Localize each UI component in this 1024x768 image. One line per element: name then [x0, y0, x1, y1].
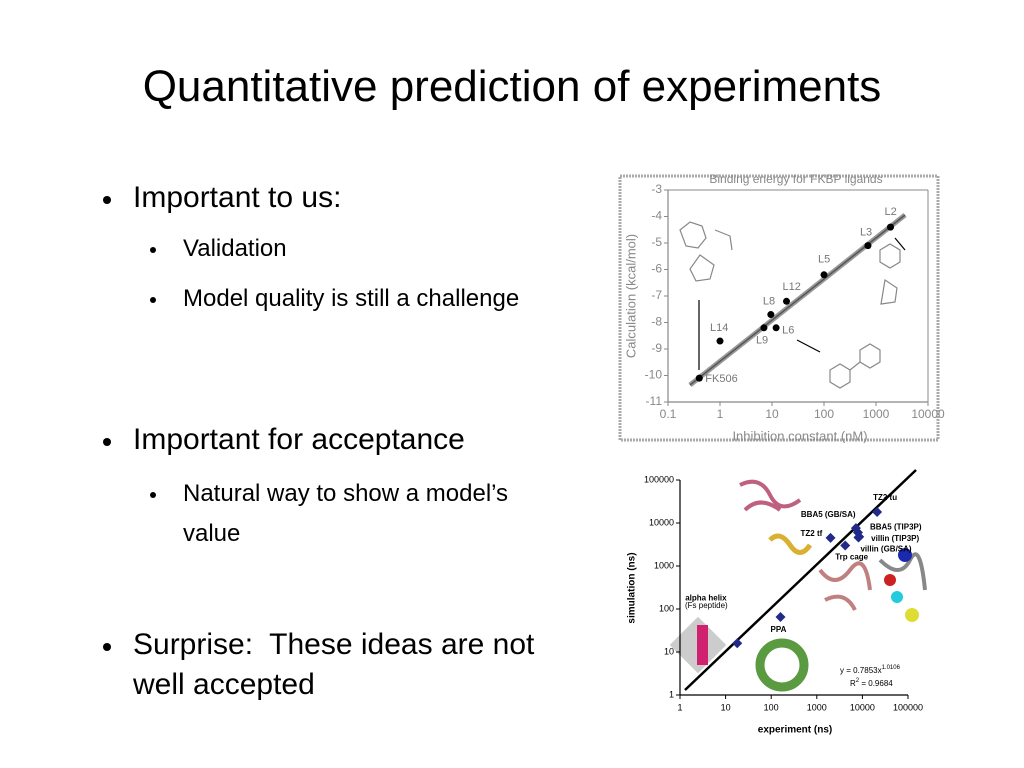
arrow [894, 237, 906, 251]
point-label: L9 [756, 335, 768, 347]
point-label: BBA5 (GB/SA) [801, 510, 856, 519]
point [716, 337, 724, 345]
y-tick-label: -3 [651, 182, 662, 196]
x-tick-label: 100 [764, 702, 779, 712]
bullet-dot [103, 196, 111, 204]
y-tick-label: 10 [664, 646, 674, 656]
point [886, 223, 894, 231]
point-label: BBA5 (TIP3P) [870, 523, 922, 532]
bullet-dot [150, 492, 156, 498]
arrow [796, 339, 821, 353]
point-label: villin (TIP3P) [871, 534, 919, 543]
point-label: TZ2 tu [873, 493, 897, 502]
point-label: alpha helix [685, 593, 727, 602]
point-label: L6 [782, 325, 794, 337]
y-tick-label: 10000 [649, 517, 674, 527]
point-label: PPA [771, 625, 787, 634]
point [825, 532, 836, 543]
y-tick-label: -9 [651, 341, 662, 355]
x-tick-label: 10000 [911, 407, 945, 421]
point [840, 540, 851, 551]
point-label: villin (GB/SA) [860, 545, 911, 554]
chart: 1 10 100 1000 10000 100000 1 10 100 1000 10000 1000… [627, 474, 923, 735]
point-label: L5 [818, 254, 830, 266]
y-tick-label: 1 [669, 689, 674, 699]
y-tick-label: -5 [651, 235, 662, 249]
y-tick-label: -11 [646, 394, 663, 408]
x-axis-label: experiment (ns) [758, 725, 832, 736]
x-tick-label: 1 [717, 407, 724, 421]
x-tick-label: 100000 [893, 702, 923, 712]
annotation: (Fs peptide) [685, 601, 728, 610]
point-label: TZ2 tf [801, 529, 823, 538]
point [853, 532, 864, 543]
r-squared-value: = 0.9684 [859, 679, 893, 688]
equation-exponent: 1.0106 [882, 665, 901, 671]
point [732, 638, 743, 649]
equation-text: y = 0.7853x [840, 666, 882, 675]
chart-frame [618, 174, 940, 442]
point [775, 612, 786, 623]
bullet-dot [103, 643, 111, 651]
x-tick-label: 1000 [863, 407, 890, 421]
equation: y = 0.7853x1.0106 [840, 665, 901, 676]
y-tick-label: 100000 [644, 474, 674, 484]
bullet-dot [150, 297, 156, 303]
slide-title: Quantitative prediction of experiments [142, 62, 882, 111]
point-label: Trp cage [835, 553, 868, 562]
chart: 0.1 1 10 100 1000 10000 -3 -4 -5 -6 -7 -8 -9 -10 -11 Bi… [623, 172, 945, 443]
y-tick-label: 1000 [654, 560, 674, 570]
x-axis-label: Inhibition constant (nM) [732, 428, 867, 443]
point [772, 324, 780, 332]
point-label: L14 [710, 322, 728, 334]
sub-bullet-text: Natural way to show a model’s value [183, 480, 509, 547]
protein-sketch [669, 479, 927, 692]
point [872, 507, 883, 518]
r-squared: R2 = 0.9684 [850, 678, 893, 689]
x-tick-label: 1000 [807, 702, 827, 712]
y-tick-label: -10 [645, 368, 663, 382]
r-squared-text: R [850, 679, 856, 688]
bullet-dot [103, 438, 111, 446]
y-axis-label: Calculation (kcal/mol) [623, 234, 638, 358]
x-tick-label: 10 [721, 702, 731, 712]
point [820, 271, 828, 279]
point-label: FK506 [705, 373, 737, 385]
x-tick-label: 10 [765, 407, 779, 421]
bullet-text: Important for acceptance [133, 423, 465, 456]
y-tick-label: -4 [651, 209, 662, 223]
y-tick-label: -7 [651, 288, 662, 302]
point [864, 242, 872, 250]
point [695, 374, 703, 382]
point [782, 297, 790, 305]
sub-bullet-text: Validation [183, 235, 287, 262]
x-tick-label: 1 [677, 702, 682, 712]
molecule-sketch [679, 221, 901, 389]
point-label: L8 [763, 295, 775, 307]
point-label: L3 [860, 227, 872, 239]
point [767, 311, 775, 319]
y-axis-label: simulation (ns) [627, 552, 638, 623]
bullet-text: Important to us: [133, 181, 342, 214]
point-label: L12 [782, 281, 800, 293]
bullet-text: Surprise: These ideas are not well accep… [133, 628, 543, 701]
point-label: L2 [884, 206, 896, 218]
x-tick-label: 100 [814, 407, 834, 421]
y-tick-label: -8 [651, 315, 662, 329]
fit-line [684, 469, 917, 691]
y-tick-label: -6 [651, 262, 662, 276]
chart-title: Binding energy for FKBP ligands [709, 172, 882, 186]
point [760, 324, 768, 332]
sub-bullet-text: Model quality is still a challenge [183, 285, 520, 312]
y-tick-label: 100 [659, 603, 674, 613]
x-tick-label: 0.1 [660, 407, 677, 421]
bullet-dot [150, 247, 156, 253]
x-tick-label: 10000 [850, 702, 875, 712]
r-squared-exponent: 2 [856, 678, 860, 684]
